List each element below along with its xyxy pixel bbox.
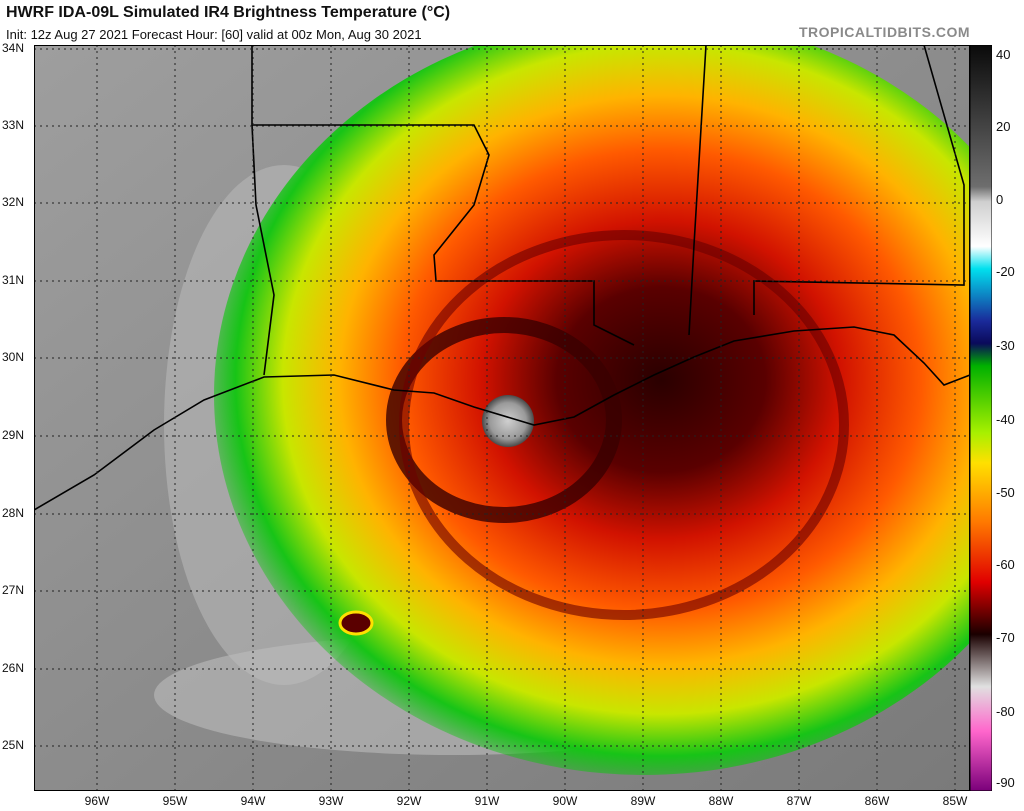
colorbar-gradient — [970, 45, 992, 791]
outer-rainband — [399, 230, 849, 620]
lat-label-29n: 29N — [2, 428, 25, 442]
cbar-label-20: 20 — [996, 119, 1011, 134]
cbar-label-neg20: -20 — [996, 264, 1015, 279]
brand-watermark: TROPICALTIDBITS.COM — [798, 24, 970, 40]
lat-label-28n: 28N — [2, 506, 25, 520]
cbar-label-0: 0 — [996, 192, 1004, 207]
cbar-label-neg40: -40 — [996, 412, 1015, 427]
state-border-tx-la — [251, 124, 275, 376]
lat-label-27n: 27N — [2, 583, 25, 597]
lon-label-90w: 90W — [552, 794, 578, 808]
lon-label-89w: 89W — [630, 794, 656, 808]
forecast-info: Init: 12z Aug 27 2021 Forecast Hour: [60… — [6, 27, 422, 42]
lon-label-86w: 86W — [864, 794, 890, 808]
state-border-la-ar-ms — [251, 45, 635, 346]
coastlines — [34, 45, 970, 511]
lon-label-88w: 88W — [708, 794, 734, 808]
state-border-al-ga-fl — [753, 45, 965, 315]
storm-eye — [482, 395, 534, 447]
lat-label-30n: 30N — [2, 350, 25, 364]
gulf-coastline — [34, 326, 970, 511]
cbar-label-neg90: -90 — [996, 775, 1015, 790]
lat-label-32n: 32N — [2, 195, 25, 209]
lon-label-92w: 92W — [396, 794, 422, 808]
cbar-label-neg80: -80 — [996, 704, 1015, 719]
temperature-colorbar — [970, 45, 992, 791]
lat-label-31n: 31N — [2, 273, 25, 287]
lat-label-25n: 25N — [2, 738, 25, 752]
cbar-label-neg70: -70 — [996, 630, 1015, 645]
cbar-label-neg30: -30 — [996, 338, 1015, 353]
storm-cloud-shield — [214, 45, 970, 775]
lon-label-96w: 96W — [84, 794, 110, 808]
lon-label-95w: 95W — [162, 794, 188, 808]
satellite-map — [34, 45, 970, 791]
eyewall-ring — [386, 317, 622, 523]
map-title: HWRF IDA-09L Simulated IR4 Brightness Te… — [6, 4, 451, 21]
cbar-label-neg60: -60 — [996, 557, 1015, 572]
lat-lon-grid — [34, 45, 970, 791]
lon-label-93w: 93W — [318, 794, 344, 808]
lon-label-91w: 91W — [474, 794, 500, 808]
lat-label-34n: 34N — [2, 41, 25, 55]
lon-label-94w: 94W — [240, 794, 266, 808]
cbar-label-40: 40 — [996, 47, 1011, 62]
lat-label-26n: 26N — [2, 661, 25, 675]
cbar-label-neg50: -50 — [996, 485, 1015, 500]
lon-label-87w: 87W — [786, 794, 812, 808]
convective-cell — [338, 610, 374, 636]
state-border-ms-al — [688, 45, 707, 336]
lon-label-85w: 85W — [942, 794, 968, 808]
lat-label-33n: 33N — [2, 118, 25, 132]
